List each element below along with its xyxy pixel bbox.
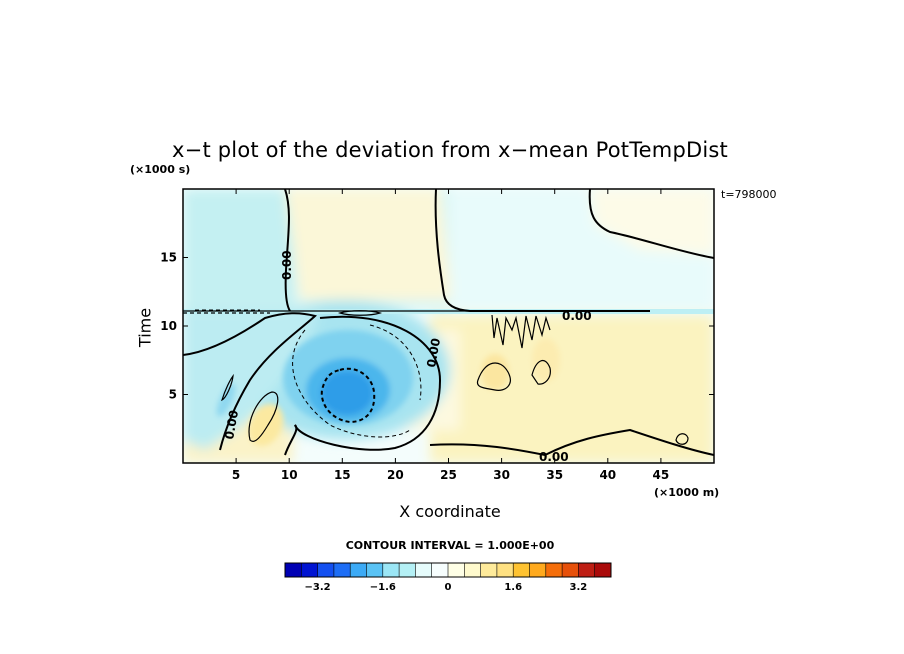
x-axis-ticks: 5 10 15 20 25 30 35 40 45 bbox=[232, 189, 669, 482]
colorbar-swatch bbox=[594, 563, 612, 577]
x-tick-label: 30 bbox=[493, 468, 510, 482]
x-axis-units: (×1000 m) bbox=[654, 486, 720, 499]
contour-label: 0.00 bbox=[222, 409, 241, 441]
contour-label: 0.00 bbox=[562, 309, 592, 323]
colorbar-ticks: −3.2 −1.6 0 1.6 3.2 bbox=[305, 582, 588, 593]
x-tick-label: 45 bbox=[653, 468, 670, 482]
y-axis-ticks: 5 10 15 bbox=[160, 251, 714, 402]
colorbar-swatch bbox=[545, 563, 563, 577]
contour-label: 0.00 bbox=[539, 450, 569, 464]
y-tick-label: 10 bbox=[160, 319, 177, 333]
colorbar-swatch bbox=[513, 563, 530, 577]
colorbar-swatch bbox=[562, 563, 579, 577]
chart-title: x−t plot of the deviation from x−mean Po… bbox=[172, 138, 728, 162]
colorbar-swatch bbox=[366, 563, 384, 577]
colorbar-swatch bbox=[399, 563, 416, 577]
y-axis-units: (×1000 s) bbox=[130, 163, 191, 176]
x-tick-label: 40 bbox=[599, 468, 616, 482]
contour-label: 0.00 bbox=[280, 250, 294, 280]
colorbar-swatch bbox=[382, 563, 400, 577]
colorbar-tick-label: 1.6 bbox=[504, 582, 522, 593]
colorbar-tick-label: −3.2 bbox=[305, 582, 331, 593]
colorbar-tick-label: −1.6 bbox=[370, 582, 396, 593]
field-shading bbox=[183, 189, 714, 463]
x-tick-label: 15 bbox=[334, 468, 351, 482]
colorbar-tick-label: 0 bbox=[445, 582, 452, 593]
colorbar-swatch bbox=[464, 563, 482, 577]
colorbar bbox=[284, 562, 612, 578]
contour-lines bbox=[183, 189, 714, 457]
colorbar-swatch bbox=[350, 563, 367, 577]
colorbar-swatch bbox=[333, 563, 351, 577]
contour-interval-label: CONTOUR INTERVAL = 1.000E+00 bbox=[345, 539, 555, 552]
contour-label: 0.00 bbox=[424, 337, 443, 369]
colorbar-swatch bbox=[301, 563, 319, 577]
colorbar-swatch bbox=[496, 563, 514, 577]
x-axis-label: X coordinate bbox=[399, 502, 501, 521]
colorbar-swatch bbox=[285, 563, 302, 577]
colorbar-swatch bbox=[448, 563, 465, 577]
x-tick-label: 5 bbox=[232, 468, 240, 482]
y-tick-label: 15 bbox=[160, 251, 177, 265]
colorbar-swatch bbox=[480, 563, 498, 577]
contour-labels: 0.00 0.00 0.00 0.00 0.00 bbox=[222, 250, 591, 464]
x-tick-label: 20 bbox=[387, 468, 404, 482]
colorbar-swatch bbox=[317, 563, 335, 577]
time-stamp: t=798000 bbox=[721, 188, 777, 201]
x-tick-label: 35 bbox=[546, 468, 563, 482]
colorbar-swatch bbox=[415, 563, 433, 577]
x-tick-label: 25 bbox=[440, 468, 457, 482]
colorbar-swatch bbox=[578, 563, 596, 577]
x-tick-label: 10 bbox=[281, 468, 298, 482]
y-tick-label: 5 bbox=[169, 388, 177, 402]
colorbar-swatch bbox=[431, 563, 449, 577]
colorbar-tick-label: 3.2 bbox=[570, 582, 588, 593]
colorbar-swatch bbox=[529, 563, 547, 577]
